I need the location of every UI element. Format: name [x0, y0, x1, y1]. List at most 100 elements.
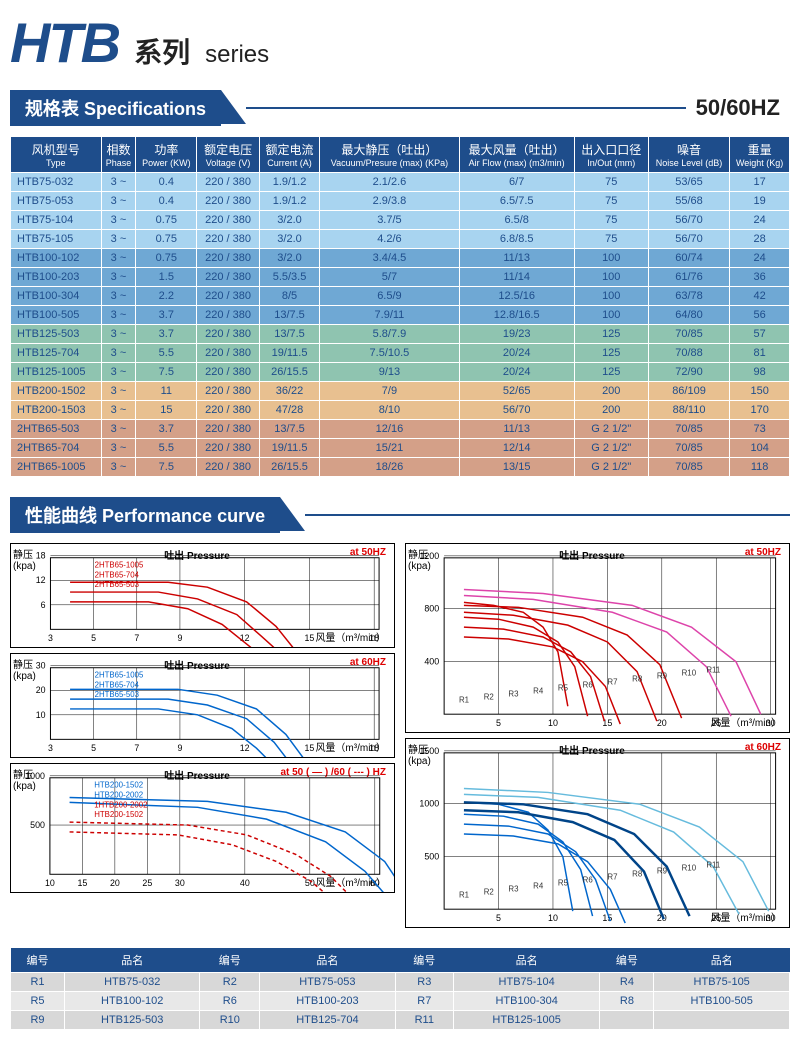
- spec-cell: HTB100-203: [11, 268, 102, 287]
- spec-cell: 220 / 380: [197, 363, 260, 382]
- spec-cell: 3 ~: [101, 230, 136, 249]
- legend-cell: R10: [200, 1011, 260, 1030]
- svg-text:30: 30: [36, 661, 46, 671]
- svg-text:1000: 1000: [419, 799, 439, 809]
- spec-cell: 3 ~: [101, 401, 136, 420]
- svg-text:15: 15: [305, 743, 315, 753]
- spec-cell: 13/7.5: [259, 325, 319, 344]
- svg-text:20: 20: [657, 718, 667, 728]
- spec-cell: 13/15: [459, 458, 574, 477]
- spec-cell: 200: [574, 382, 648, 401]
- svg-text:18: 18: [369, 743, 379, 753]
- spec-cell: 9/13: [320, 363, 459, 382]
- spec-cell: 7.9/11: [320, 306, 459, 325]
- banner-line: [246, 107, 686, 109]
- spec-cell: 81: [730, 344, 790, 363]
- legend-cell: R5: [11, 992, 65, 1011]
- spec-cell: 220 / 380: [197, 268, 260, 287]
- legend-cell: HTB125-503: [64, 1011, 200, 1030]
- spec-cell: 3 ~: [101, 268, 136, 287]
- legend-cell: R1: [11, 973, 65, 992]
- spec-cell: 42: [730, 287, 790, 306]
- spec-cell: 3 ~: [101, 439, 136, 458]
- spec-cell: 0.75: [136, 211, 197, 230]
- spec-cell: 75: [574, 211, 648, 230]
- spec-cell: 200: [574, 401, 648, 420]
- spec-row: HTB75-0533 ~0.4220 / 3801.9/1.22.9/3.86.…: [11, 192, 790, 211]
- legend-cell: [600, 1011, 654, 1030]
- spec-cell: 3 ~: [101, 363, 136, 382]
- legend-cell: R7: [395, 992, 453, 1011]
- svg-text:400: 400: [424, 656, 439, 666]
- spec-cell: 3 ~: [101, 249, 136, 268]
- spec-cell: 56/70: [648, 230, 729, 249]
- spec-header: 出入口口径In/Out (mm): [574, 137, 648, 173]
- svg-text:R9: R9: [657, 672, 668, 681]
- spec-cell: 2HTB65-1005: [11, 458, 102, 477]
- series-label-cn: 系列: [134, 31, 190, 71]
- spec-cell: 7.5/10.5: [320, 344, 459, 363]
- svg-text:R11: R11: [706, 861, 721, 870]
- legend-cell: HTB125-1005: [453, 1011, 600, 1030]
- charts-right: 静压(kpa)吐出 Pressureat 50HZ风量（m³/min）40080…: [405, 543, 790, 933]
- spec-cell: 170: [730, 401, 790, 420]
- banner-line: [305, 514, 790, 516]
- spec-cell: HTB125-503: [11, 325, 102, 344]
- svg-text:18: 18: [369, 633, 379, 643]
- svg-text:R10: R10: [682, 669, 697, 678]
- spec-cell: 75: [574, 230, 648, 249]
- chart-2htb-50hz: 静压(kpa)吐出 Pressureat 50HZ风量（m³/min）61218…: [10, 543, 395, 648]
- legend-cell: R3: [395, 973, 453, 992]
- spec-cell: 17: [730, 173, 790, 192]
- spec-cell: 3 ~: [101, 287, 136, 306]
- svg-text:R7: R7: [607, 873, 617, 882]
- spec-cell: 15/21: [320, 439, 459, 458]
- spec-cell: 19/11.5: [259, 344, 319, 363]
- spec-row: HTB125-7043 ~5.5220 / 38019/11.57.5/10.5…: [11, 344, 790, 363]
- spec-cell: 12/14: [459, 439, 574, 458]
- spec-cell: 20/24: [459, 363, 574, 382]
- svg-text:HTB200-1502: HTB200-1502: [94, 810, 143, 819]
- svg-text:20: 20: [110, 878, 120, 888]
- svg-text:R7: R7: [607, 678, 617, 687]
- spec-cell: 11/14: [459, 268, 574, 287]
- spec-cell: 8/10: [320, 401, 459, 420]
- spec-cell: 3 ~: [101, 211, 136, 230]
- legend-header: 编号: [200, 948, 260, 973]
- svg-text:7: 7: [134, 743, 139, 753]
- spec-cell: 3 ~: [101, 382, 136, 401]
- legend-cell: HTB75-104: [453, 973, 600, 992]
- spec-cell: HTB200-1502: [11, 382, 102, 401]
- spec-cell: 47/28: [259, 401, 319, 420]
- spec-cell: 220 / 380: [197, 325, 260, 344]
- svg-text:12: 12: [36, 575, 46, 585]
- spec-cell: 220 / 380: [197, 211, 260, 230]
- svg-text:50: 50: [305, 878, 315, 888]
- legend-cell: HTB100-304: [453, 992, 600, 1011]
- spec-cell: 12/16: [320, 420, 459, 439]
- spec-cell: 3 ~: [101, 192, 136, 211]
- logo: HTB: [10, 10, 119, 75]
- svg-text:R1: R1: [459, 695, 470, 704]
- legend-cell: R2: [200, 973, 260, 992]
- spec-cell: 100: [574, 249, 648, 268]
- spec-cell: 5.8/7.9: [320, 325, 459, 344]
- svg-text:500: 500: [424, 851, 439, 861]
- spec-cell: 220 / 380: [197, 344, 260, 363]
- svg-text:R2: R2: [484, 692, 494, 701]
- spec-cell: HTB200-1503: [11, 401, 102, 420]
- spec-cell: HTB100-304: [11, 287, 102, 306]
- svg-text:1000: 1000: [25, 771, 45, 781]
- spec-cell: 75: [574, 173, 648, 192]
- charts-area: 静压(kpa)吐出 Pressureat 50HZ风量（m³/min）61218…: [10, 543, 790, 933]
- spec-cell: 220 / 380: [197, 287, 260, 306]
- spec-cell: 11/13: [459, 249, 574, 268]
- spec-cell: 3.4/4.5: [320, 249, 459, 268]
- spec-row: HTB75-0323 ~0.4220 / 3801.9/1.22.1/2.66/…: [11, 173, 790, 192]
- spec-header: 噪音Noise Level (dB): [648, 137, 729, 173]
- spec-cell: HTB75-053: [11, 192, 102, 211]
- spec-cell: 19: [730, 192, 790, 211]
- spec-header: 最大静压（吐出）Vacuum/Presure (max) (KPa): [320, 137, 459, 173]
- spec-cell: G 2 1/2": [574, 420, 648, 439]
- spec-cell: 11: [136, 382, 197, 401]
